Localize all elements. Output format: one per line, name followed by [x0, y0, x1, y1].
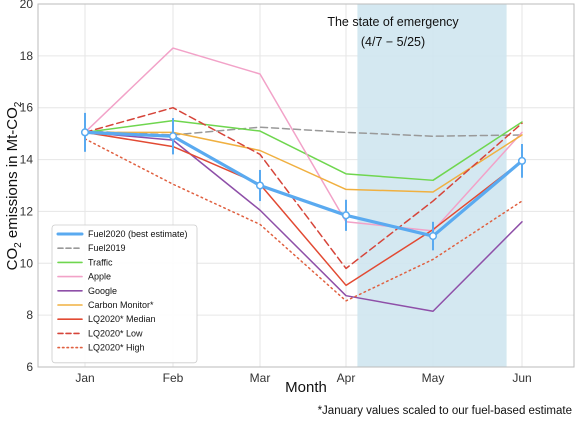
x-tick-label: Feb: [163, 371, 184, 385]
x-tick-label: Jan: [75, 371, 94, 385]
x-tick-label: Mar: [250, 371, 271, 385]
y-tick-label: 12: [20, 204, 34, 218]
emergency-label-line1: The state of emergency: [327, 15, 459, 29]
plot-frame: [37, 3, 575, 368]
series-line-3: [84, 47, 523, 232]
x-axis-title: Month: [285, 379, 327, 396]
x-tick-label: Apr: [337, 371, 356, 385]
y-tick-label: 20: [20, 0, 34, 11]
emergency-period-shading: [357, 4, 507, 367]
legend-label: Google: [88, 286, 117, 296]
series-line-2: [84, 119, 523, 182]
series-line-6: [84, 131, 523, 287]
legend-label: Fuel2019: [88, 243, 126, 253]
y-tick-label: 8: [26, 308, 33, 322]
y-tick-label: 6: [26, 360, 33, 374]
y-axis-title: CO2 emissions in Mt-CO2: [4, 101, 24, 270]
y-axis-title-part-1: CO: [4, 248, 21, 271]
legend-label: LQ2020* Low: [88, 328, 143, 338]
axes: 6 8 10 12 14 16 18 20 Jan Feb Mar Apr May Jun: [20, 0, 575, 385]
emergency-label-line2: (4/7 − 5/25): [361, 35, 425, 49]
data-point: [80, 128, 90, 137]
y-tick-label: 18: [20, 49, 34, 63]
legend: Fuel2020 (best estimate) Fuel2019 Traffic A…: [51, 224, 198, 364]
data-point: [517, 156, 527, 165]
y-axis-title-sub-1: 2: [13, 242, 24, 248]
emergency-shade-rect: [357, 4, 507, 367]
legend-label: Traffic: [88, 257, 113, 267]
y-tick-label: 10: [20, 256, 34, 270]
series-line-7: [84, 106, 523, 270]
legend-label: Apple: [88, 272, 111, 282]
x-tick-label: May: [422, 371, 445, 385]
footnote: *January values scaled to our fuel-based…: [318, 405, 572, 417]
legend-label: Carbon Monitor*: [88, 300, 154, 310]
data-point: [341, 211, 351, 220]
data-point: [168, 132, 178, 141]
data-point: [255, 181, 265, 190]
series-line-0: [83, 130, 524, 238]
x-tick-label: Jun: [512, 371, 531, 385]
y-axis-title-part-2: emissions in Mt-CO: [4, 107, 21, 242]
series-line-4: [84, 131, 523, 313]
legend-label: LQ2020* High: [88, 343, 145, 353]
series-lines: [80, 47, 527, 313]
legend-label: LQ2020* Median: [88, 314, 156, 324]
y-axis-title-sub-2: 2: [13, 101, 24, 107]
legend-box: [51, 224, 198, 364]
data-point: [428, 232, 438, 241]
y-tick-label: 16: [20, 101, 34, 115]
legend-label: Fuel2020 (best estimate): [88, 229, 188, 239]
y-tick-label: 14: [20, 153, 34, 167]
series-line-5: [84, 131, 523, 193]
